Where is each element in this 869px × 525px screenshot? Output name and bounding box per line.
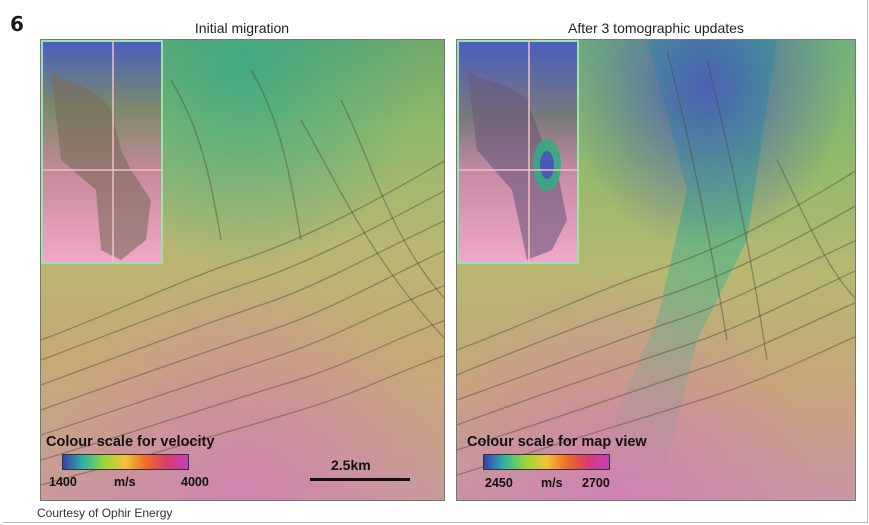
seismic-section-left [41,40,444,500]
figure-frame [3,0,868,523]
panel-right-title: After 3 tomographic updates [568,20,744,36]
figure-number: 6 [10,12,24,36]
seismic-reflectors-left [41,69,444,486]
image-credit: Courtesy of Ophir Energy [37,506,173,520]
velocity-scale-min: 1400 [49,475,77,489]
velocity-color-scale [62,454,189,470]
panel-initial-migration: Colour scale for velocity 1400 m/s 4000 … [40,39,445,501]
distance-scale-label: 2.5km [331,457,371,473]
map-inset-right [457,40,579,264]
velocity-scale-max: 4000 [181,475,209,489]
panel-after-tomographic-updates: Colour scale for map view 2450 m/s 2700 [456,39,856,501]
map-inset-left [41,40,163,264]
map-view-scale-unit: m/s [541,476,563,490]
map-view-scale-title: Colour scale for map view [467,434,647,450]
map-view-color-scale [483,454,610,470]
seismic-reflectors-right [457,49,855,476]
map-view-scale-max: 2700 [582,476,610,490]
panel-left-title: Initial migration [194,20,290,36]
map-view-scale-min: 2450 [485,476,513,490]
velocity-scale-unit: m/s [114,475,136,489]
distance-scale-bar [310,478,410,481]
velocity-scale-title: Colour scale for velocity [46,434,215,450]
seismic-section-right [457,40,855,500]
